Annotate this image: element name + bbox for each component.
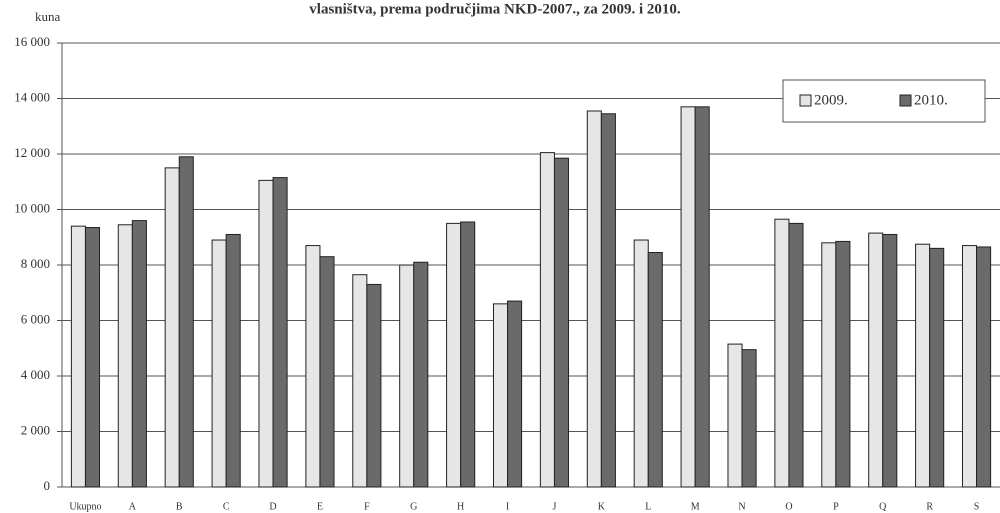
chart-title: vlasništva, prema područjima NKD-2007., … [309, 1, 681, 17]
bar [694, 106, 710, 488]
bar [507, 300, 523, 488]
x-tick-label: E [317, 501, 323, 512]
y-tick-label: 10 000 [14, 200, 50, 215]
bar [178, 156, 194, 488]
y-tick-label: 2 000 [21, 422, 50, 437]
bar [774, 218, 790, 488]
bar [633, 239, 649, 488]
bar [225, 233, 241, 488]
y-tick-label: 16 000 [14, 34, 50, 49]
x-tick-label: L [645, 501, 651, 512]
bar [741, 349, 757, 488]
bar [727, 343, 743, 488]
y-axis-label: kuna [35, 9, 61, 24]
bar [84, 227, 101, 488]
legend-label: 2009. [814, 92, 848, 108]
x-tick-label: K [598, 501, 606, 512]
bar [211, 239, 227, 488]
bar [680, 106, 696, 488]
bar [882, 233, 898, 488]
y-tick-label: 6 000 [21, 311, 50, 326]
x-tick-label: A [129, 501, 137, 512]
bar [164, 167, 180, 488]
y-tick-label: 14 000 [14, 89, 50, 104]
bar [961, 245, 978, 488]
bar [446, 222, 462, 488]
bar [788, 222, 804, 488]
bar [117, 224, 133, 488]
bar [319, 256, 335, 488]
x-tick-label: Ukupno [69, 501, 101, 512]
x-tick-label: S [974, 501, 980, 512]
x-tick-label: B [176, 501, 183, 512]
y-tick-label: 0 [44, 478, 51, 493]
bar [929, 247, 945, 488]
bar [70, 225, 86, 488]
bar [352, 274, 368, 488]
bar [835, 240, 851, 488]
x-tick-label: R [926, 501, 933, 512]
bar [600, 113, 616, 488]
y-tick-label: 4 000 [21, 367, 50, 382]
x-tick-label: F [364, 501, 370, 512]
x-tick-label: J [552, 501, 556, 512]
bar [399, 264, 415, 488]
x-tick-label: P [833, 501, 839, 512]
x-tick-label: M [691, 501, 700, 512]
bar [868, 232, 884, 488]
bar [915, 243, 931, 488]
legend-label: 2010. [914, 92, 948, 108]
bar [553, 157, 570, 488]
bar [492, 303, 509, 488]
bar [821, 242, 837, 488]
y-tick-label: 8 000 [21, 256, 50, 271]
bar [976, 246, 992, 488]
bar [272, 177, 288, 488]
bar [460, 221, 476, 488]
bar [366, 283, 382, 488]
x-tick-label: G [410, 501, 417, 512]
legend-swatch [799, 94, 812, 107]
bar [647, 252, 663, 488]
bar [539, 152, 555, 488]
bar [258, 179, 274, 488]
legend-box [782, 79, 986, 123]
x-tick-label: C [223, 501, 230, 512]
bar [305, 245, 321, 488]
legend-swatch [899, 94, 912, 107]
x-tick-label: D [269, 501, 276, 512]
x-tick-label: H [457, 501, 464, 512]
x-tick-label: O [785, 501, 792, 512]
bar [413, 261, 429, 488]
x-tick-label: I [506, 501, 509, 512]
bar [131, 220, 147, 488]
bar [586, 110, 602, 488]
y-tick-label: 12 000 [14, 145, 50, 160]
x-tick-label: N [738, 501, 745, 512]
x-tick-label: Q [879, 501, 887, 512]
